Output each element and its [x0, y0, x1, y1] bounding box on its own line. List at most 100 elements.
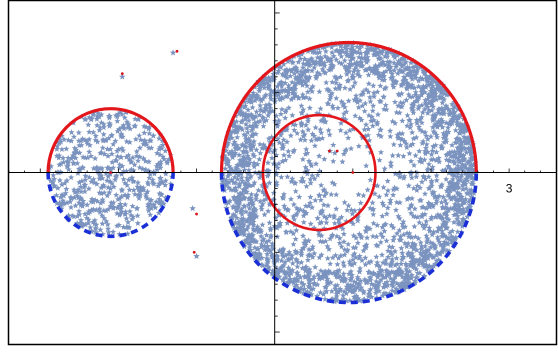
- data-point: [269, 154, 276, 161]
- data-point: [397, 170, 404, 177]
- data-point: [348, 55, 355, 61]
- data-point: [119, 145, 126, 151]
- data-point: [359, 91, 366, 97]
- data-point: [408, 158, 415, 164]
- data-point: [146, 130, 153, 137]
- data-point: [252, 211, 259, 218]
- data-point: [82, 116, 89, 122]
- data-point: [116, 164, 123, 171]
- data-point: [454, 184, 461, 191]
- data-point: [229, 152, 236, 159]
- data-point: [256, 250, 263, 257]
- data-point: [333, 273, 340, 280]
- data-point: [399, 130, 406, 137]
- data-point: [358, 42, 365, 49]
- data-point: [450, 109, 457, 116]
- data-point: [277, 96, 284, 103]
- data-point: [432, 93, 439, 100]
- data-point: [295, 58, 302, 65]
- data-point: [454, 122, 461, 128]
- data-point: [374, 271, 381, 278]
- data-point: [239, 229, 246, 235]
- data-point: [235, 220, 242, 227]
- data-point: [392, 80, 399, 86]
- data-point: [402, 65, 409, 72]
- data-point: [340, 150, 347, 157]
- data-point: [325, 55, 332, 62]
- data-point: [457, 120, 464, 127]
- data-point: [80, 197, 87, 204]
- data-point: [226, 150, 233, 157]
- data-point: [101, 189, 108, 196]
- data-point: [427, 244, 434, 250]
- data-point: [287, 72, 294, 79]
- data-point: [129, 203, 136, 209]
- data-point: [377, 126, 384, 133]
- data-point: [398, 260, 405, 267]
- data-point: [370, 220, 377, 226]
- data-point: [305, 237, 312, 244]
- data-point: [99, 144, 106, 151]
- data-point: [343, 146, 350, 153]
- data-point: [404, 112, 411, 119]
- data-point: [327, 235, 334, 242]
- data-point: [125, 152, 132, 158]
- data-point: [91, 217, 98, 223]
- data-point: [372, 62, 379, 69]
- data-point: [420, 83, 427, 89]
- data-point: [266, 219, 273, 226]
- data-point: [228, 176, 235, 183]
- data-point: [376, 263, 383, 270]
- data-point: [327, 260, 334, 267]
- data-point: [241, 158, 248, 165]
- data-point: [338, 98, 345, 105]
- data-point: [392, 63, 399, 70]
- data-point: [219, 177, 226, 183]
- data-point: [341, 57, 348, 64]
- data-point: [162, 147, 169, 154]
- data-point: [367, 205, 374, 211]
- data-point: [234, 134, 241, 140]
- data-point: [290, 94, 297, 101]
- data-point: [85, 220, 92, 226]
- data-point: [439, 228, 446, 234]
- data-point: [346, 297, 353, 304]
- data-point: [319, 135, 326, 141]
- data-point: [293, 281, 300, 288]
- data-point: [299, 91, 306, 98]
- data-point: [290, 148, 297, 155]
- data-point: [244, 170, 251, 177]
- data-point: [328, 44, 335, 50]
- data-point: [223, 147, 230, 154]
- data-point: [352, 79, 359, 86]
- data-point: [261, 211, 268, 218]
- data-point: [114, 118, 121, 124]
- data-point: [135, 116, 142, 122]
- data-point: [351, 250, 358, 257]
- data-point: [457, 147, 464, 154]
- data-point: [405, 240, 412, 247]
- data-point: [227, 170, 234, 177]
- data-point: [354, 99, 361, 105]
- data-point: [90, 129, 97, 135]
- data-point: [243, 239, 250, 245]
- data-point: [248, 191, 255, 197]
- data-point: [296, 78, 303, 85]
- data-point: [258, 241, 265, 248]
- data-point: [282, 88, 289, 94]
- data-point: [282, 108, 289, 115]
- data-point: [238, 190, 245, 197]
- data-point: [243, 139, 250, 145]
- data-point: [418, 158, 425, 165]
- data-point: [145, 158, 152, 165]
- data-point: [311, 64, 318, 71]
- data-point: [428, 107, 435, 114]
- data-point: [86, 136, 93, 142]
- data-point: [434, 119, 441, 125]
- data-point: [392, 262, 399, 268]
- data-point: [369, 199, 376, 206]
- data-point: [90, 176, 97, 182]
- data-point: [311, 142, 318, 149]
- data-point: [280, 136, 287, 143]
- data-point: [269, 243, 276, 249]
